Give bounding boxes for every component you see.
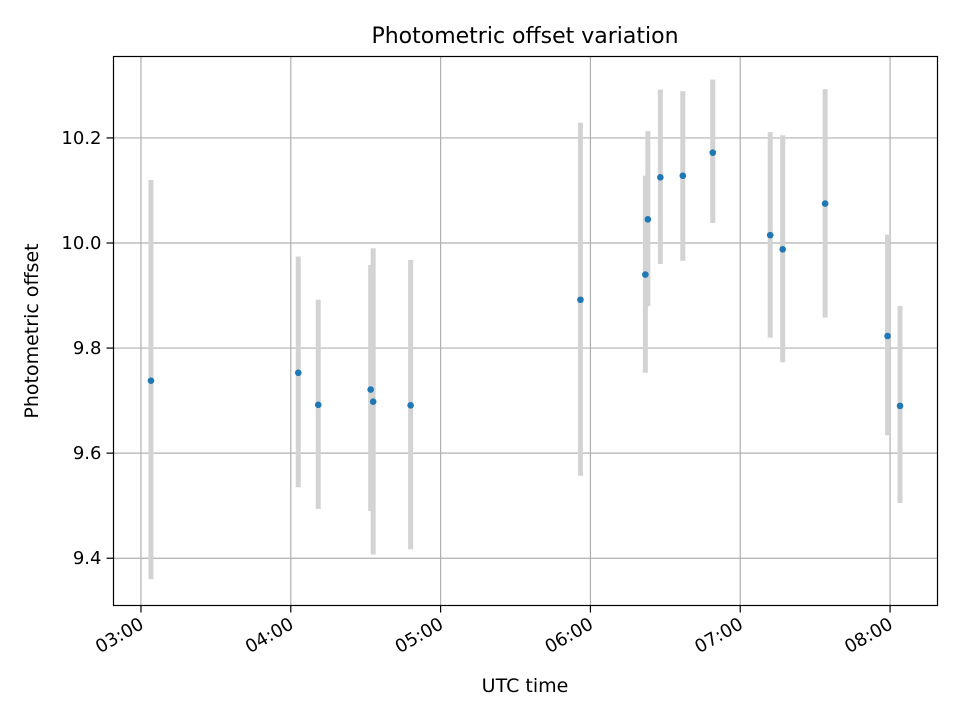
data-point <box>644 216 652 223</box>
plot-frame <box>112 55 939 607</box>
data-point <box>407 402 414 409</box>
chart-title: Photometric offset variation <box>371 24 678 49</box>
data-point <box>314 401 322 409</box>
data-point <box>657 174 664 181</box>
y-tick-label: 10.2 <box>61 128 101 149</box>
data-point <box>367 386 374 393</box>
data-point <box>642 271 649 278</box>
data-point <box>147 377 155 384</box>
data-point <box>577 296 584 304</box>
data-point <box>884 332 891 340</box>
data-point <box>896 402 904 410</box>
data-point <box>766 231 774 239</box>
data-point <box>821 200 829 207</box>
data-point <box>709 149 717 156</box>
data-point <box>294 369 302 377</box>
y-axis-ticks: 9.4 9.6 9.8 10.0 10.2 <box>61 128 114 569</box>
y-axis-label: Photometric offset <box>21 243 43 418</box>
y-tick-label: 9.8 <box>73 338 102 359</box>
data-points <box>147 149 904 410</box>
y-tick-label: 9.6 <box>73 443 102 464</box>
y-tick-label: 9.4 <box>73 548 102 569</box>
data-point <box>779 246 786 253</box>
data-point <box>369 398 377 405</box>
x-axis-label: UTC time <box>482 675 569 697</box>
y-tick-label: 10.0 <box>61 233 101 254</box>
data-point <box>679 172 687 180</box>
